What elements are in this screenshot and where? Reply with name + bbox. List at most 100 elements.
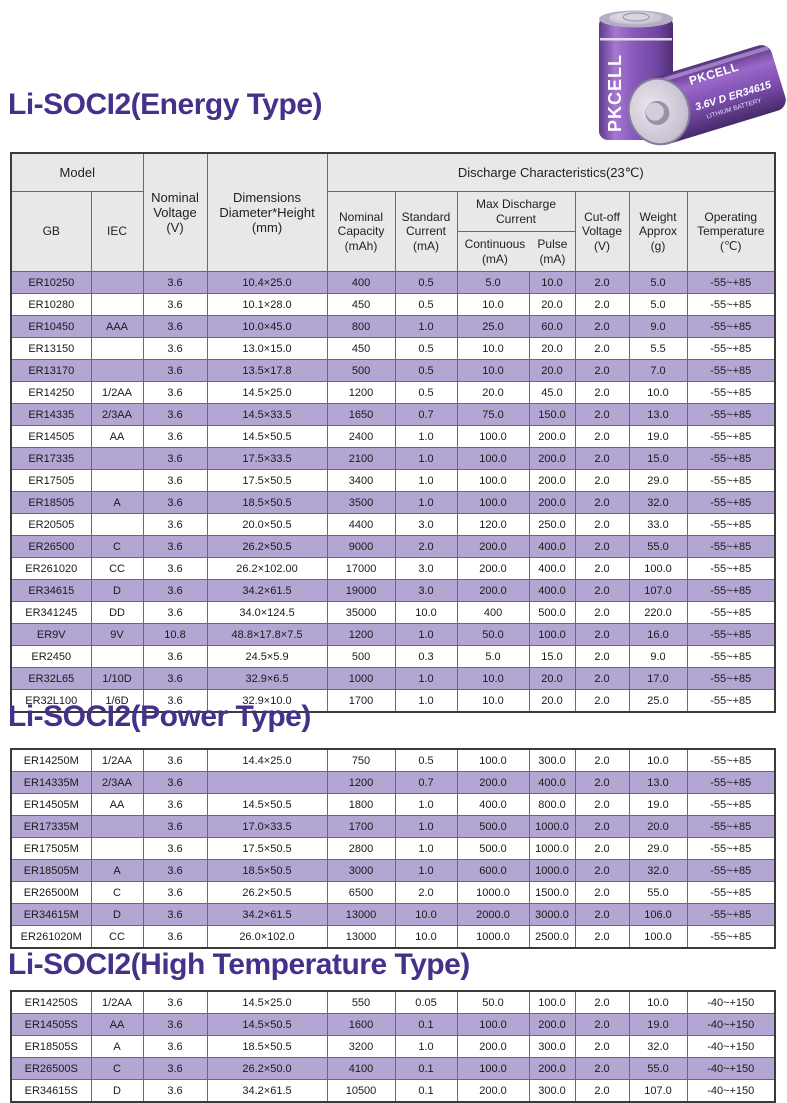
cell-cont: 100.0 [456, 425, 530, 448]
cell-iec: D [90, 579, 144, 602]
cell-cutoff: 2.0 [574, 1057, 630, 1080]
cell-capacity: 2400 [326, 425, 396, 448]
cell-gb: ER14505 [10, 425, 92, 448]
table-row: ER9V 9V 10.8 48.8×17.8×7.5 1200 1.0 50.0 100.0 2… [10, 623, 776, 646]
cell-gb: ER18505M [10, 859, 92, 882]
cell-gb: ER18505 [10, 491, 92, 514]
cell-iec: D [90, 903, 144, 926]
cell-iec [90, 645, 144, 668]
table-row: ER13170 3.6 13.5×17.8 500 0.5 10.0 20.0 2.0 7.0-… [10, 359, 776, 382]
cell-std: 10.0 [394, 601, 458, 624]
table-row: ER14335M 2/3AA 3.6 1200 0.7 200.0 400.0 2.0 13.0… [10, 771, 776, 794]
cell-iec: C [90, 1057, 144, 1080]
energy-table-body: ER10250 3.6 10.4×25.0 400 0.5 5.0 10.0 2.0 5.0 -5… [10, 271, 776, 713]
cell-cont: 200.0 [456, 535, 530, 558]
cell-dims: 34.2×61.5 [206, 903, 328, 926]
table-row: ER20505 3.6 20.0×50.5 4400 3.0 120.0 250.0 2.0 3… [10, 513, 776, 536]
cell-pulse: 20.0 [528, 667, 576, 690]
table-row: ER32L100 1/6D 3.6 32.9×10.0 1700 1.0 10.0 20.0 2… [10, 689, 776, 713]
cell-std: 0.05 [394, 990, 458, 1014]
header-continuous-pulse: Continuous (mA) Pulse (mA) [456, 231, 576, 272]
cell-gb: ER14505M [10, 793, 92, 816]
cell-cont: 100.0 [456, 469, 530, 492]
cell-capacity: 550 [326, 990, 396, 1014]
cell-temp: -40~+150 [686, 1035, 776, 1058]
cell-pulse: 20.0 [528, 359, 576, 382]
section-title-energy: Li-SOCI2(Energy Type) [8, 88, 323, 121]
header-cutoff-voltage: Cut-off Voltage (V) [574, 191, 630, 272]
cell-cutoff: 2.0 [574, 748, 630, 772]
cell-weight: 17.0 [628, 667, 688, 690]
table-row: ER14250M 1/2AA 3.6 14.4×25.0 750 0.5 100.0 300.… [10, 748, 776, 772]
cell-capacity: 1000 [326, 667, 396, 690]
cell-std: 0.5 [394, 381, 458, 404]
cell-capacity: 1600 [326, 1013, 396, 1036]
cell-std: 2.0 [394, 535, 458, 558]
cell-voltage: 3.6 [142, 881, 208, 904]
cell-cutoff: 2.0 [574, 837, 630, 860]
cell-cont: 200.0 [456, 1079, 530, 1103]
cell-weight: 220.0 [628, 601, 688, 624]
cell-voltage: 3.6 [142, 293, 208, 316]
cell-temp: -40~+150 [686, 1079, 776, 1103]
cell-pulse: 20.0 [528, 293, 576, 316]
cell-iec: 2/3AA [90, 771, 144, 794]
cell-iec: 1/6D [90, 689, 144, 713]
cell-gb: ER10450 [10, 315, 92, 338]
cell-std: 1.0 [394, 425, 458, 448]
table-row: ER32L65 1/10D 3.6 32.9×6.5 1000 1.0 10.0 20.0 2.… [10, 667, 776, 690]
table-row: ER26500M C 3.6 26.2×50.5 6500 2.0 1000.0 1500.0… [10, 881, 776, 904]
cell-cutoff: 2.0 [574, 903, 630, 926]
cell-weight: 19.0 [628, 1013, 688, 1036]
cell-std: 0.5 [394, 359, 458, 382]
cell-gb: ER2450 [10, 645, 92, 668]
cell-cutoff: 2.0 [574, 601, 630, 624]
cell-cutoff: 2.0 [574, 271, 630, 294]
cell-cont: 10.0 [456, 689, 530, 713]
cell-cutoff: 2.0 [574, 793, 630, 816]
cell-capacity: 35000 [326, 601, 396, 624]
cell-temp: -55~+85 [686, 425, 776, 448]
cell-voltage: 3.6 [142, 837, 208, 860]
cell-cutoff: 2.0 [574, 689, 630, 713]
cell-std: 0.5 [394, 271, 458, 294]
cell-gb: ER20505 [10, 513, 92, 536]
cell-iec [90, 337, 144, 360]
table-row: ER261020 CC 3.6 26.2×102.00 17000 3.0 200.0 400… [10, 557, 776, 580]
header-weight-approx: Weight Approx (g) [628, 191, 688, 272]
cell-std: 1.0 [394, 815, 458, 838]
cell-temp: -55~+85 [686, 623, 776, 646]
cell-capacity: 500 [326, 645, 396, 668]
cell-dims: 48.8×17.8×7.5 [206, 623, 328, 646]
cell-weight: 9.0 [628, 315, 688, 338]
cell-iec: 1/10D [90, 667, 144, 690]
table-row: ER17335M 3.6 17.0×33.5 1700 1.0 500.0 1000.0 2.… [10, 815, 776, 838]
cell-gb: ER14250M [10, 748, 92, 772]
lying-battery: PKCELL 3.6V D ER34615 LITHIUM BATTERY [627, 45, 786, 146]
cell-dims: 17.5×50.5 [206, 837, 328, 860]
cell-capacity: 400 [326, 271, 396, 294]
cell-temp: -55~+85 [686, 771, 776, 794]
cell-std: 3.0 [394, 579, 458, 602]
cell-cont: 200.0 [456, 579, 530, 602]
cell-std: 0.7 [394, 771, 458, 794]
cell-gb: ER13170 [10, 359, 92, 382]
cell-dims: 18.5×50.5 [206, 491, 328, 514]
cell-cont: 25.0 [456, 315, 530, 338]
cell-capacity: 1200 [326, 381, 396, 404]
cell-pulse: 300.0 [528, 1035, 576, 1058]
cell-voltage: 3.6 [142, 1079, 208, 1103]
cell-pulse: 100.0 [528, 623, 576, 646]
cell-voltage: 3.6 [142, 601, 208, 624]
energy-spec-table: Model Nominal Voltage (V) Dimensions Dia… [10, 152, 777, 713]
cell-iec: 1/2AA [90, 748, 144, 772]
cell-capacity: 1200 [326, 771, 396, 794]
cell-temp: -55~+85 [686, 271, 776, 294]
cell-cutoff: 2.0 [574, 315, 630, 338]
cell-pulse: 1000.0 [528, 859, 576, 882]
cell-dims: 13.0×15.0 [206, 337, 328, 360]
table-row: ER341245 DD 3.6 34.0×124.5 35000 10.0 400 500.0… [10, 601, 776, 624]
cell-cutoff: 2.0 [574, 337, 630, 360]
cell-dims: 17.5×50.5 [206, 469, 328, 492]
cell-pulse: 200.0 [528, 491, 576, 514]
